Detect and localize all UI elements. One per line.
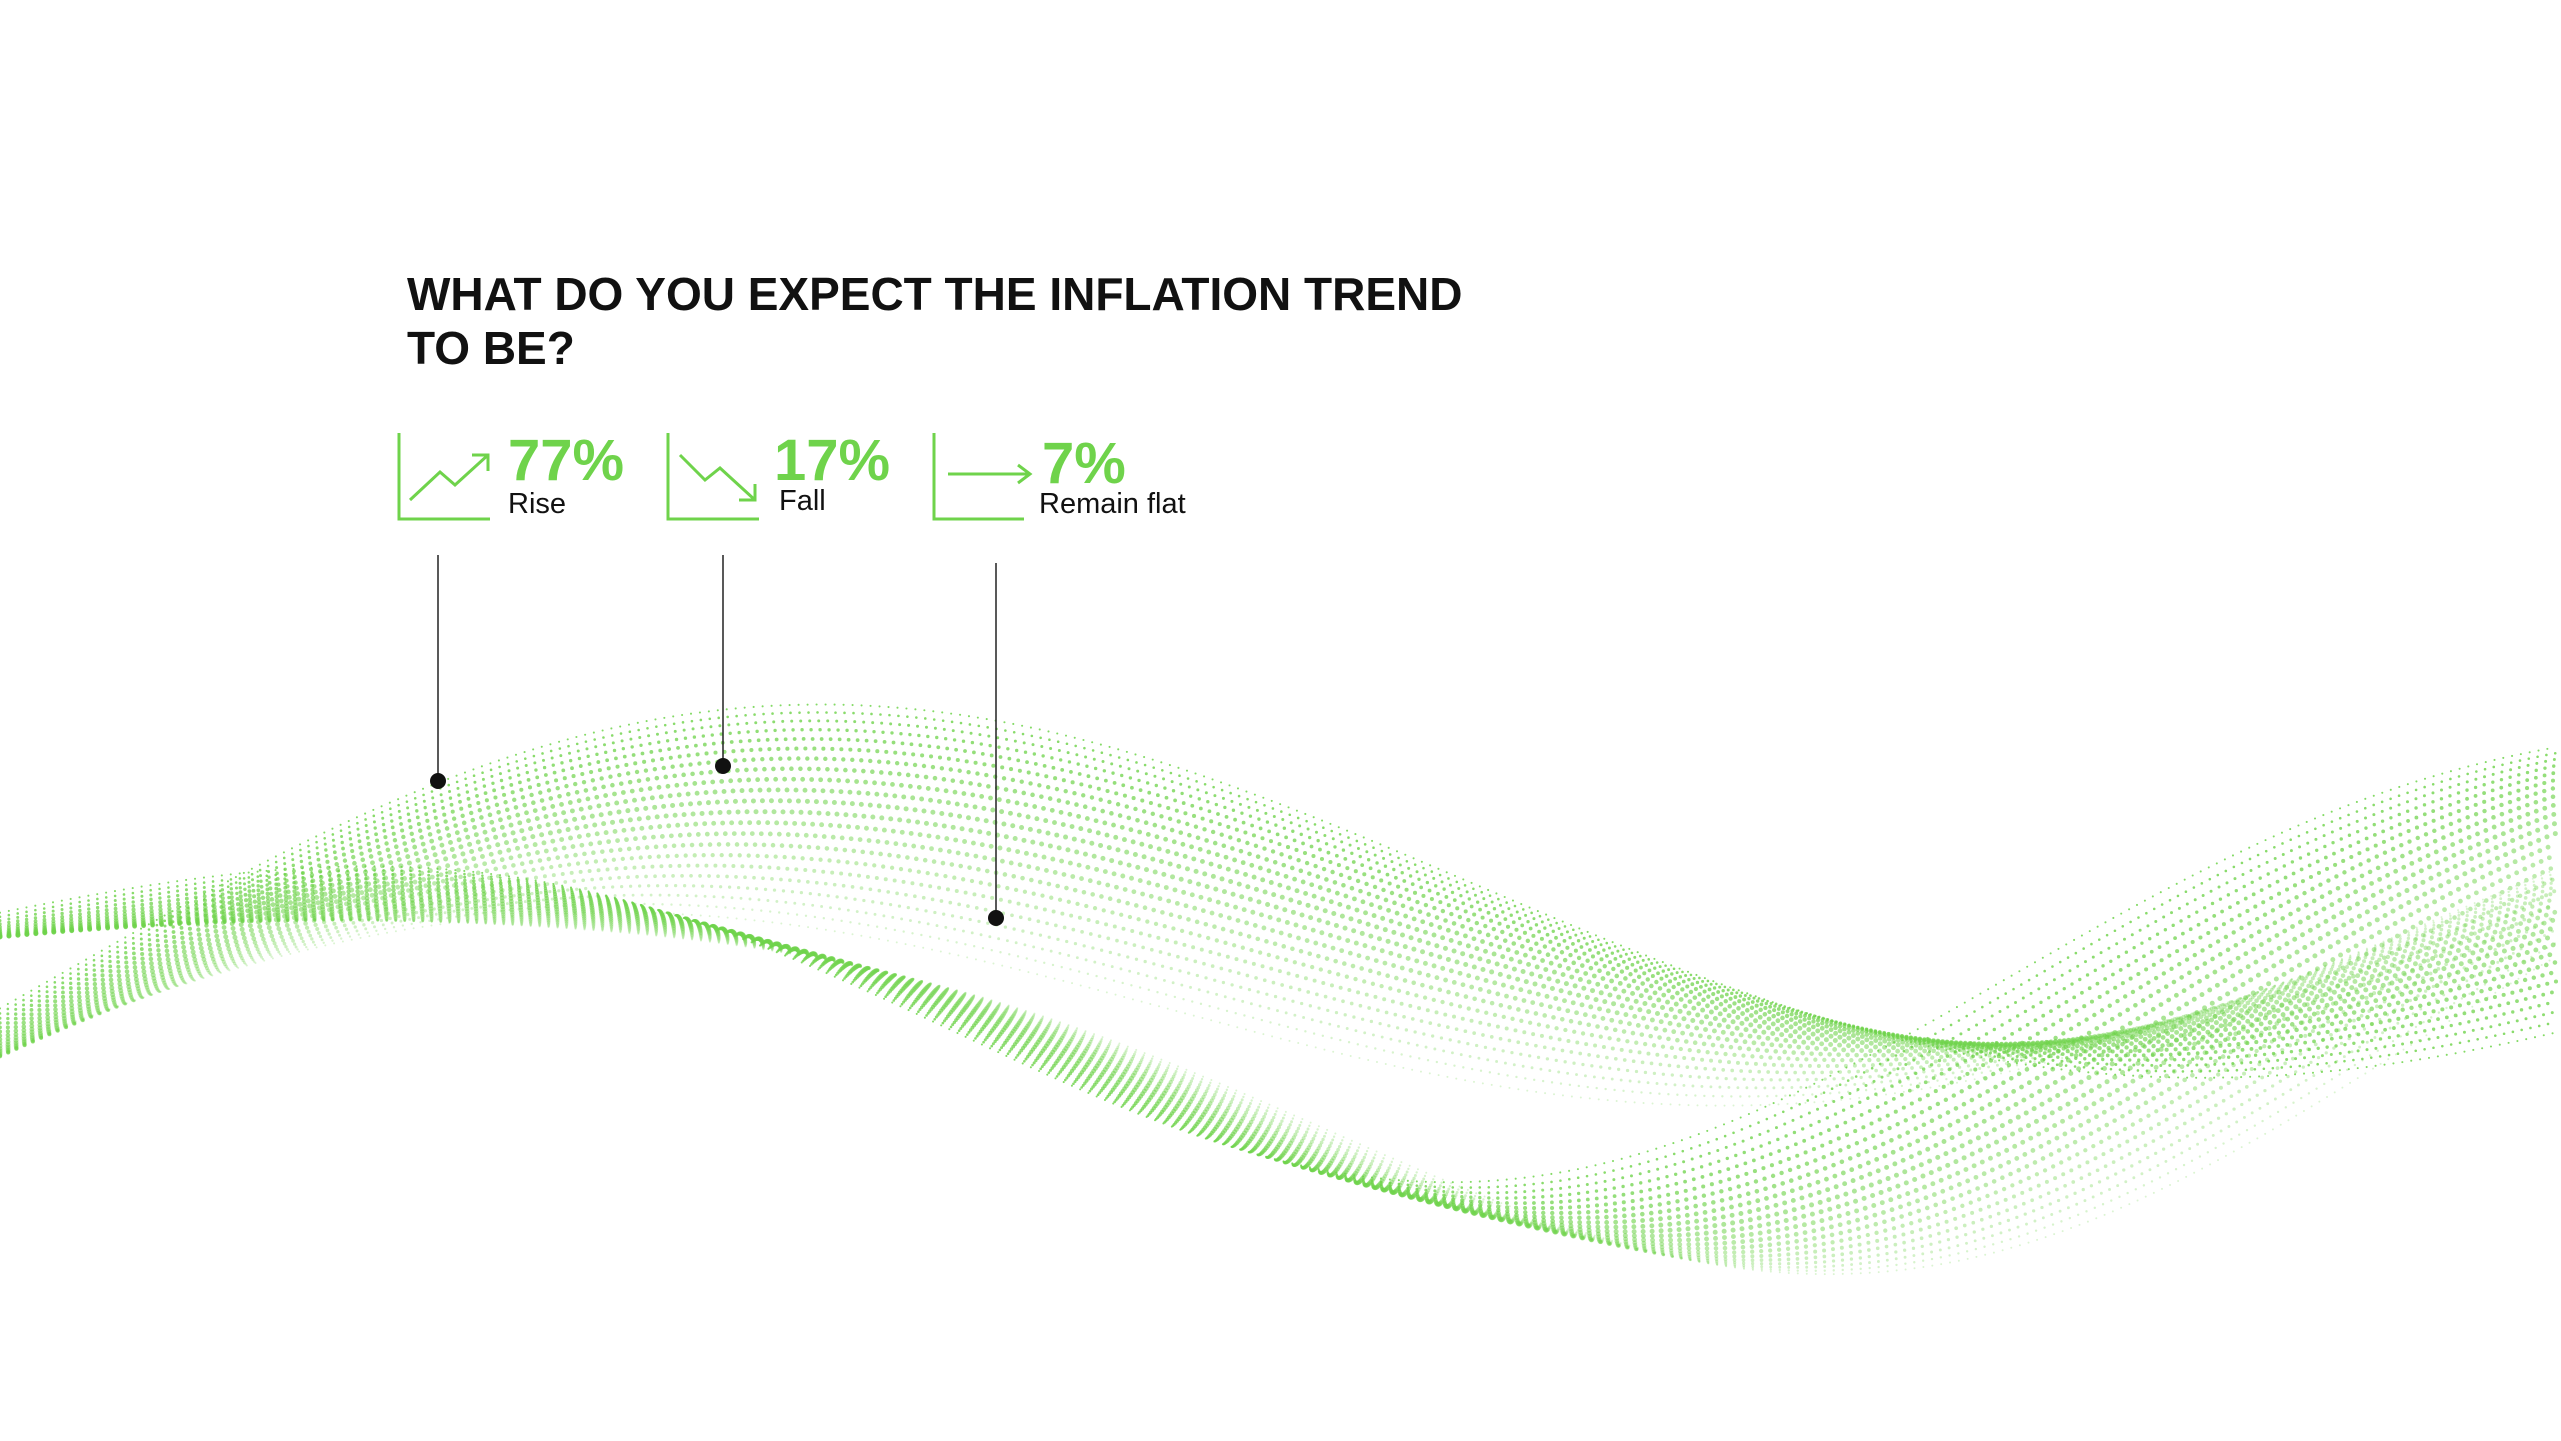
wave-line xyxy=(0,875,2559,1255)
pointer-dot xyxy=(715,758,731,774)
wave-line xyxy=(0,798,2559,1052)
wave-line xyxy=(0,888,2558,1259)
title-line: TO BE? xyxy=(407,322,575,374)
title: WHAT DO YOU EXPECT THE INFLATION TREND T… xyxy=(407,268,1475,374)
wave-line xyxy=(0,842,2559,1058)
wave-line xyxy=(0,793,2559,1221)
stat-value: 7% xyxy=(1042,431,1126,496)
wave-line xyxy=(0,918,2557,1276)
wave-line xyxy=(0,736,2558,1058)
wave-line xyxy=(0,918,2558,1273)
wave-line xyxy=(0,751,2558,1189)
wave-line xyxy=(0,863,2559,1251)
wave-line xyxy=(0,918,2558,1269)
wave-line xyxy=(0,811,2559,1230)
wave-line xyxy=(0,763,2558,1200)
wave-line xyxy=(0,863,2558,1068)
stat-value: 17% xyxy=(774,428,890,493)
rise-icon xyxy=(397,433,490,521)
pointer-dot xyxy=(988,910,1004,926)
wave-line xyxy=(0,830,2559,1239)
stat-label: Remain flat xyxy=(1039,488,1186,520)
wave-line xyxy=(0,776,2559,1048)
dotted-waves xyxy=(0,703,2559,1276)
title-line: WHAT DO YOU EXPECT THE INFLATION TREND xyxy=(407,268,1462,320)
wave-line xyxy=(0,820,2559,1235)
wave-line xyxy=(0,879,2558,1082)
fall-icon xyxy=(666,433,759,521)
wave-line xyxy=(0,809,2559,1054)
wave-line xyxy=(0,820,2559,1056)
wave-line xyxy=(0,802,2559,1225)
wave-line xyxy=(0,831,2559,1057)
wave-line xyxy=(0,852,2559,1063)
wave-line xyxy=(0,766,2559,1049)
pointer-dot xyxy=(430,773,446,789)
wave-line xyxy=(0,901,2558,1263)
stat-label: Fall xyxy=(779,485,826,517)
stat-value: 77% xyxy=(508,428,624,493)
wave-line xyxy=(0,711,2558,1073)
flat-icon xyxy=(932,433,1033,521)
wave-line xyxy=(0,787,2559,1049)
wave-line xyxy=(0,746,2558,1184)
wave-line xyxy=(0,871,2558,1098)
stat-label: Rise xyxy=(508,488,566,520)
wave-line xyxy=(0,728,2558,1062)
wave-line xyxy=(0,746,2559,1054)
